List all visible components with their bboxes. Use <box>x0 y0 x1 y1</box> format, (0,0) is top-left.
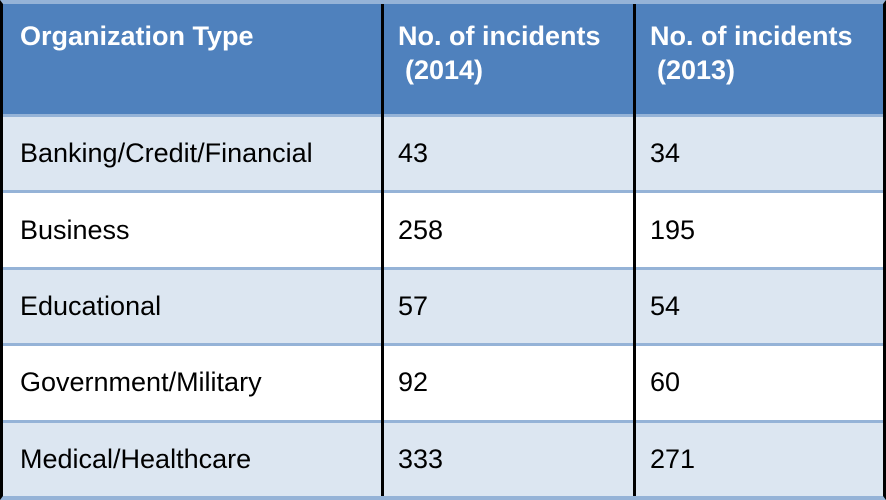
column-header-label: No. of incidents (2014) <box>398 21 601 85</box>
org-type-cell: Medical/Healthcare <box>20 443 252 474</box>
incidents-2014-cell: 43 <box>398 138 429 169</box>
table-header-row: Organization Type No. of incidents (2014)… <box>3 4 883 114</box>
org-type-cell: Educational <box>20 291 162 322</box>
table-row: Medical/Healthcare 333 271 <box>3 422 883 496</box>
column-header-incidents-2013: No. of incidents (2013) <box>633 4 883 114</box>
column-header-organization-type: Organization Type <box>3 4 381 114</box>
incidents-2013-cell: 54 <box>650 291 681 322</box>
org-type-cell: Government/Military <box>20 367 262 398</box>
incidents-2014-cell: 92 <box>398 367 429 398</box>
table-row: Business 258 195 <box>3 193 883 267</box>
column-header-label: No. of incidents (2013) <box>650 21 853 85</box>
org-type-cell: Business <box>20 214 130 245</box>
incidents-2013-cell: 34 <box>650 138 681 169</box>
incidents-2013-cell: 271 <box>650 443 696 474</box>
column-divider <box>633 4 636 496</box>
table-row: Educational 57 54 <box>3 269 883 344</box>
table-row: Government/Military 92 60 <box>3 346 883 420</box>
column-divider <box>381 4 384 496</box>
incidents-2013-cell: 60 <box>650 367 681 398</box>
table-row: Banking/Credit/Financial 43 34 <box>3 117 883 191</box>
incidents-2014-cell: 258 <box>398 214 444 245</box>
org-type-cell: Banking/Credit/Financial <box>20 138 313 169</box>
column-header-incidents-2014: No. of incidents (2014) <box>381 4 633 114</box>
incidents-2013-cell: 195 <box>650 214 696 245</box>
column-header-label: Organization Type <box>20 21 254 51</box>
incidents-2014-cell: 333 <box>398 443 444 474</box>
incidents-2014-cell: 57 <box>398 291 429 322</box>
